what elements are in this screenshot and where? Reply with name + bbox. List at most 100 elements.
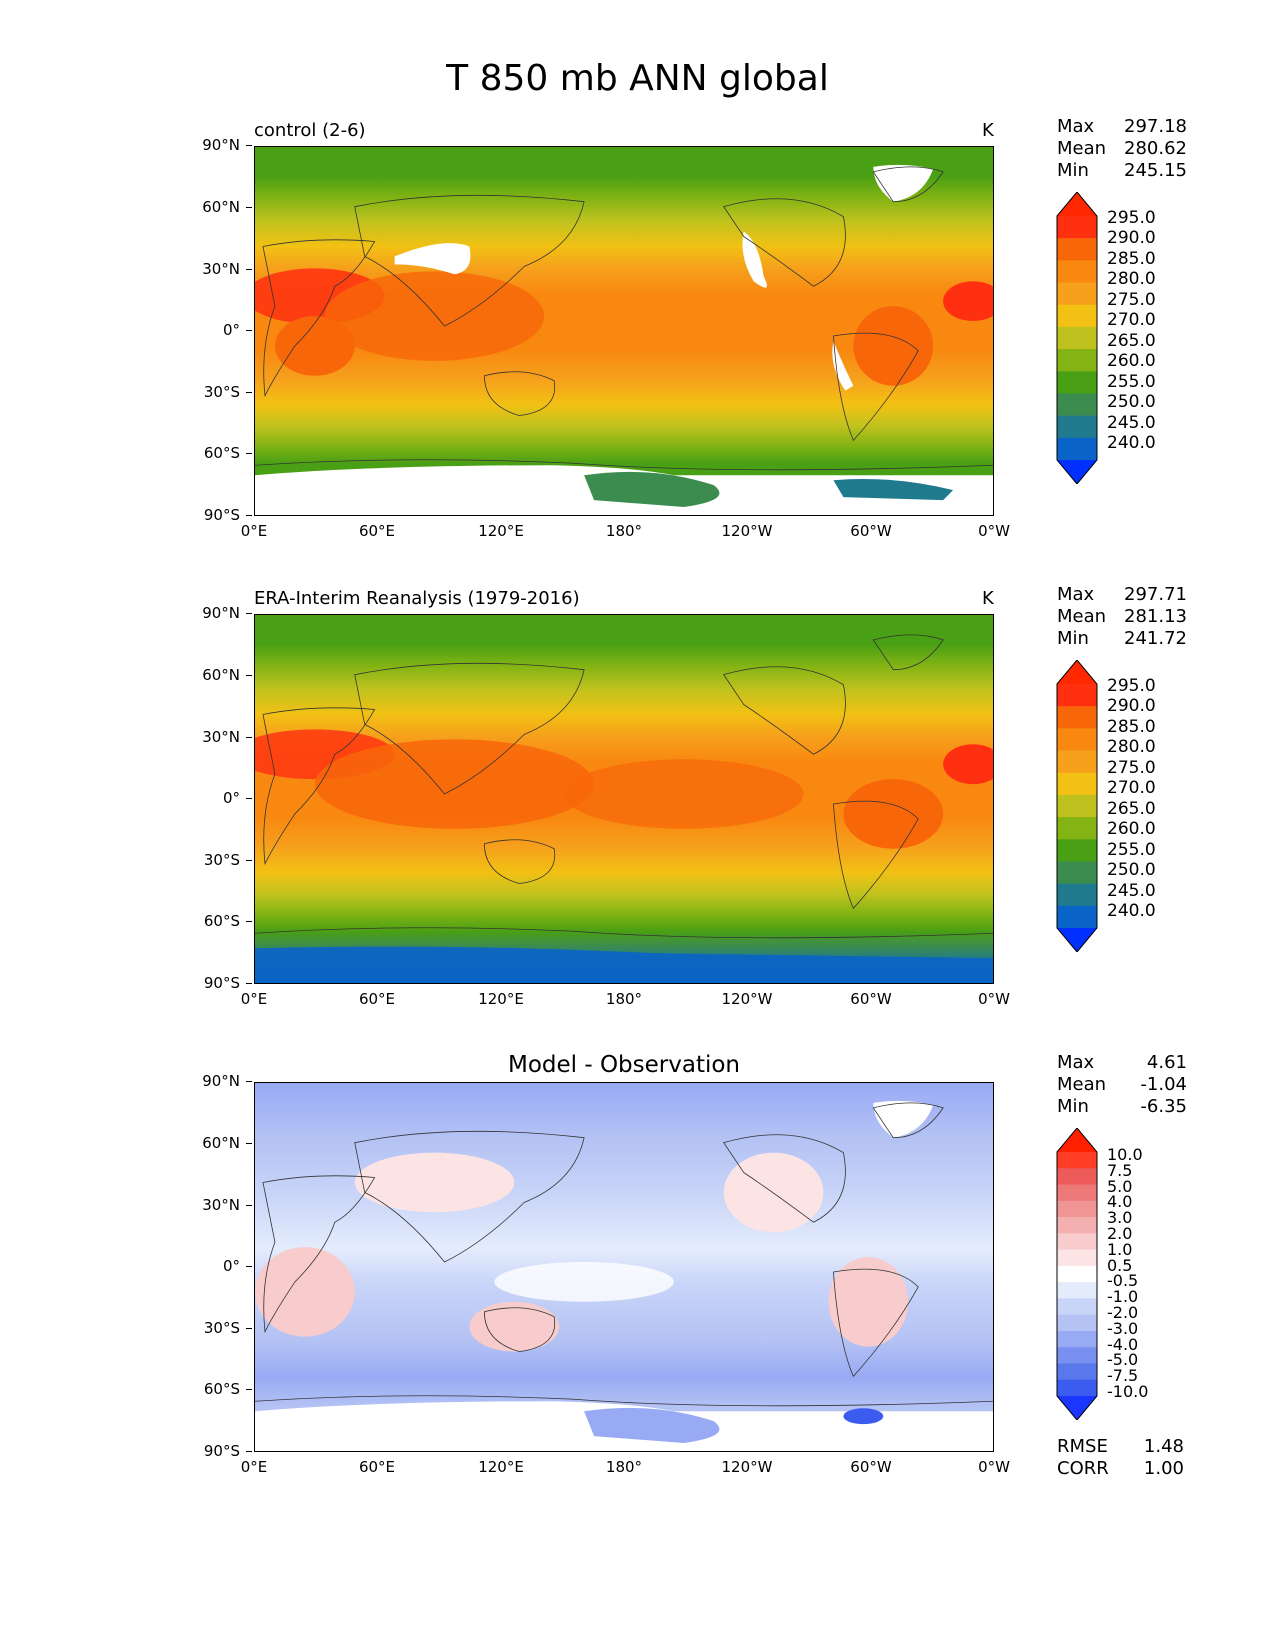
colorbar-band (1057, 839, 1097, 862)
colorbar-band (1057, 728, 1097, 752)
stat-mean: 281.13 (1124, 606, 1187, 627)
colorbar-band (1057, 238, 1097, 261)
stat-min: 241.72 (1124, 628, 1187, 649)
stat-label: Min (1057, 628, 1089, 649)
colorbar-tick: 280.0 (1107, 737, 1156, 757)
colorbar-band (1057, 326, 1097, 350)
colorbar-band (1057, 1200, 1097, 1218)
colorbar-extend-max (1057, 660, 1097, 684)
lat-label: 0° (196, 789, 252, 807)
lon-label: 60°W (850, 1458, 892, 1476)
colorbar-tick: 280.0 (1107, 269, 1156, 289)
colorbar-extend-min (1057, 928, 1097, 952)
colorbar-tick: 245.0 (1107, 881, 1156, 901)
figure-title: T 850 mb ANN global (446, 58, 829, 99)
colorbar-tick: 240.0 (1107, 901, 1156, 921)
metric-rmse: 1.48 (1143, 1436, 1184, 1457)
lon-label: 0°W (978, 990, 1010, 1008)
colorbar-extend-min (1057, 1396, 1097, 1420)
stat-max: 297.71 (1124, 584, 1187, 605)
lat-label: 30°N (196, 260, 252, 278)
stat-label: Mean (1057, 1074, 1107, 1095)
lat-label: 30°S (196, 1319, 252, 1337)
lat-label: 90°N (196, 1072, 252, 1090)
colorbar-tick: -1.0 (1107, 1287, 1139, 1306)
lon-label: 120°W (721, 990, 773, 1008)
contour-map (255, 1083, 993, 1451)
colorbar-band (1057, 794, 1097, 818)
colorbar-tick: 2.0 (1107, 1224, 1133, 1243)
lat-label: 60°N (196, 198, 252, 216)
colorbar-band (1057, 883, 1097, 907)
colorbar-tick: 265.0 (1107, 799, 1156, 819)
lon-label: 120°E (478, 522, 524, 540)
colorbar-band (1057, 1168, 1097, 1186)
units-label: K (982, 588, 994, 609)
lon-label: 60°E (358, 1458, 396, 1476)
colorbar-band (1057, 1152, 1097, 1169)
lon-label: 180° (605, 1458, 643, 1476)
colorbar-band (1057, 861, 1097, 885)
lat-label: 30°S (196, 851, 252, 869)
lat-label: 30°N (196, 728, 252, 746)
lat-label: 90°S (196, 1442, 252, 1460)
lon-label: 120°E (478, 1458, 524, 1476)
lon-label: 120°W (721, 1458, 773, 1476)
colorbar-band (1057, 1363, 1097, 1381)
lat-label: 90°N (196, 136, 252, 154)
lat-label: 90°S (196, 506, 252, 524)
colorbar-band (1057, 1379, 1097, 1397)
colorbar-band (1057, 1330, 1097, 1348)
lat-label: 0° (196, 321, 252, 339)
colorbar-band (1057, 349, 1097, 372)
panel-diff: Model - Observation (0, 1052, 1275, 1498)
colorbar-band (1057, 1298, 1097, 1316)
stat-label: Max (1057, 584, 1095, 605)
colorbar-band (1057, 304, 1097, 328)
colorbar-tick: 285.0 (1107, 717, 1156, 737)
lon-label: 0°E (240, 990, 268, 1008)
colorbar-tick: 260.0 (1107, 819, 1156, 839)
colorbar (1056, 660, 1098, 952)
stat-max: 4.61 (1146, 1052, 1187, 1073)
stat-label: Mean (1057, 138, 1107, 159)
panel-ref: ERA-Interim Reanalysis (1979-2016) K (0, 584, 1275, 1030)
metric-label: RMSE (1057, 1436, 1108, 1457)
metric-corr: 1.00 (1143, 1458, 1184, 1479)
colorbar-tick: 260.0 (1107, 351, 1156, 371)
lon-label: 180° (605, 990, 643, 1008)
colorbar-outline (1056, 1128, 1098, 1420)
colorbar-band (1057, 750, 1097, 774)
colorbar-band (1057, 1233, 1097, 1251)
colorbar-band (1057, 1282, 1097, 1299)
lon-label: 0°E (240, 522, 268, 540)
colorbar-tick: 255.0 (1107, 372, 1156, 392)
colorbar (1056, 1128, 1098, 1420)
colorbar-tick: 250.0 (1107, 860, 1156, 880)
lon-label: 60°E (358, 522, 396, 540)
stats-box: Max 297.18 Mean 280.62 Min 245.15 (1057, 116, 1187, 182)
colorbar-tick: 270.0 (1107, 310, 1156, 330)
colorbar-band (1057, 706, 1097, 729)
colorbar-tick: 1.0 (1107, 1240, 1133, 1259)
lat-label: 60°N (196, 1134, 252, 1152)
lon-label: 60°W (850, 990, 892, 1008)
colorbar-tick: 270.0 (1107, 778, 1156, 798)
colorbar-tick: 240.0 (1107, 433, 1156, 453)
contour-map (255, 615, 993, 983)
colorbar-tick: 290.0 (1107, 228, 1156, 248)
colorbar-tick: 0.5 (1107, 1256, 1133, 1275)
stat-min: 245.15 (1124, 160, 1187, 181)
colorbar-tick: -2.0 (1107, 1303, 1139, 1322)
colorbar-tick: 285.0 (1107, 249, 1156, 269)
units-label: K (982, 120, 994, 141)
map-diff (254, 1082, 994, 1452)
stats-box: Max 297.71 Mean 281.13 Min 241.72 (1057, 584, 1187, 650)
metric-label: CORR (1057, 1458, 1109, 1479)
colorbar-band (1057, 415, 1097, 439)
stat-min: -6.35 (1140, 1096, 1187, 1117)
colorbar-tick: 275.0 (1107, 758, 1156, 778)
lon-label: 120°E (478, 990, 524, 1008)
contour-map (255, 147, 993, 515)
colorbar-extend-min (1057, 460, 1097, 484)
